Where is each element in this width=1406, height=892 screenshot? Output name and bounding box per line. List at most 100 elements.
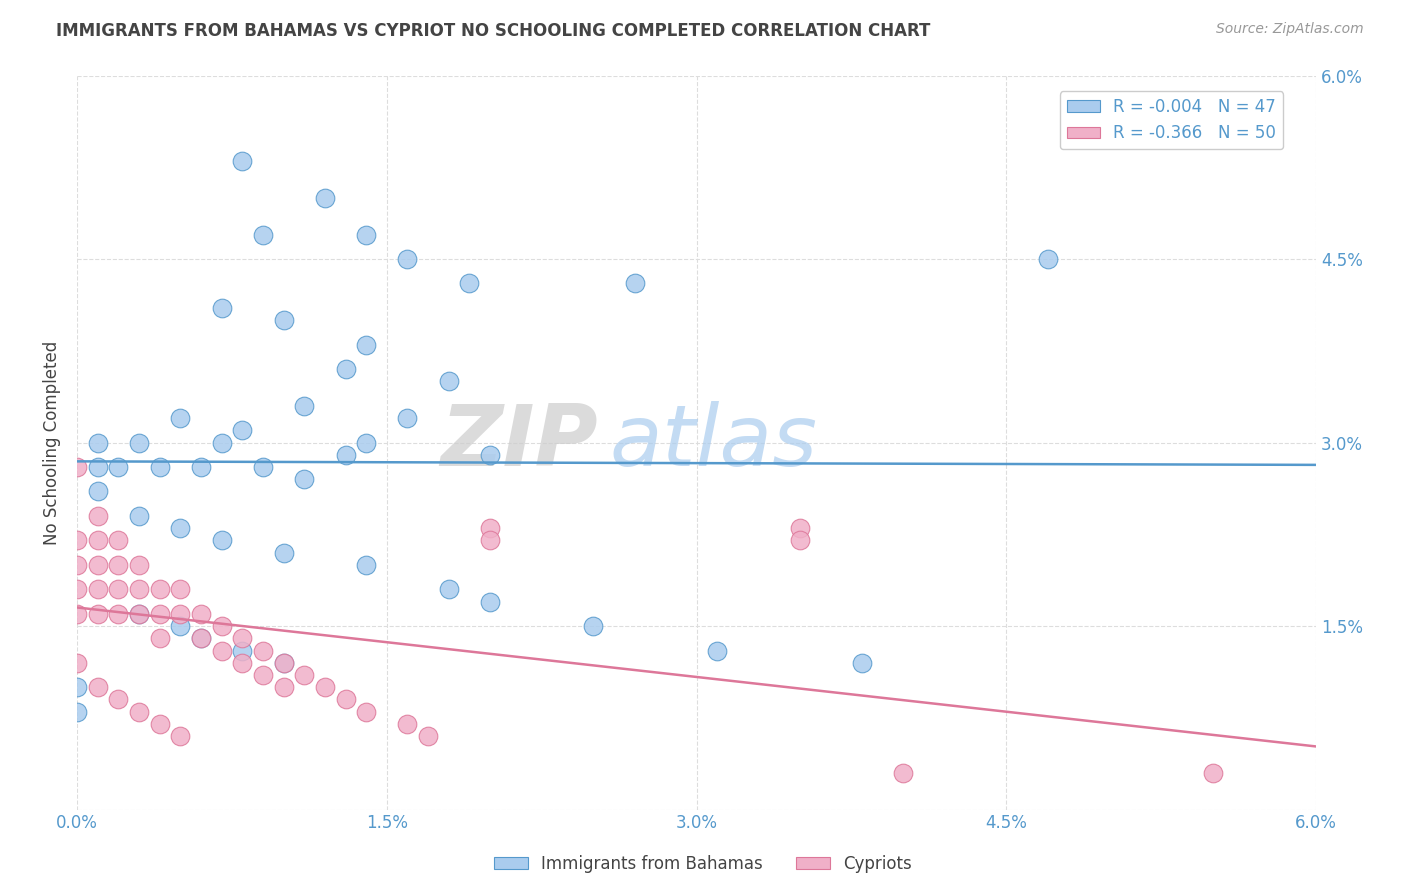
Point xyxy=(66,533,89,548)
Point xyxy=(479,448,502,462)
Point xyxy=(149,632,172,646)
Point xyxy=(396,717,419,731)
Point xyxy=(416,729,439,743)
Y-axis label: No Schooling Completed: No Schooling Completed xyxy=(44,341,60,545)
Point xyxy=(169,582,191,597)
Point xyxy=(66,705,89,719)
Point xyxy=(107,582,129,597)
Point xyxy=(479,521,502,535)
Point xyxy=(437,375,460,389)
Point xyxy=(190,460,212,475)
Text: IMMIGRANTS FROM BAHAMAS VS CYPRIOT NO SCHOOLING COMPLETED CORRELATION CHART: IMMIGRANTS FROM BAHAMAS VS CYPRIOT NO SC… xyxy=(56,22,931,40)
Point xyxy=(458,277,481,291)
Point xyxy=(128,508,150,523)
Point xyxy=(252,460,274,475)
Point xyxy=(87,582,110,597)
Text: ZIP: ZIP xyxy=(440,401,598,484)
Point xyxy=(87,508,110,523)
Point xyxy=(211,619,233,633)
Point xyxy=(169,521,191,535)
Point xyxy=(87,435,110,450)
Point xyxy=(292,668,315,682)
Point xyxy=(66,656,89,670)
Point xyxy=(128,607,150,621)
Point xyxy=(211,435,233,450)
Point xyxy=(107,558,129,572)
Point xyxy=(354,558,377,572)
Point xyxy=(87,607,110,621)
Point xyxy=(190,632,212,646)
Point xyxy=(582,619,605,633)
Point xyxy=(66,558,89,572)
Point xyxy=(335,362,357,376)
Point xyxy=(231,154,253,169)
Point xyxy=(396,252,419,266)
Point xyxy=(1036,252,1059,266)
Point xyxy=(231,656,253,670)
Point xyxy=(87,460,110,475)
Point xyxy=(66,460,89,475)
Point xyxy=(354,227,377,242)
Point xyxy=(354,337,377,351)
Point xyxy=(211,643,233,657)
Point xyxy=(437,582,460,597)
Point xyxy=(851,656,873,670)
Point xyxy=(292,399,315,413)
Point xyxy=(169,619,191,633)
Point xyxy=(87,484,110,499)
Point xyxy=(314,191,336,205)
Point xyxy=(169,607,191,621)
Point xyxy=(211,533,233,548)
Point xyxy=(169,411,191,425)
Point xyxy=(149,607,172,621)
Point xyxy=(149,582,172,597)
Point xyxy=(87,533,110,548)
Point xyxy=(66,607,89,621)
Point xyxy=(128,435,150,450)
Text: atlas: atlas xyxy=(610,401,818,484)
Point xyxy=(292,472,315,486)
Point xyxy=(231,632,253,646)
Point xyxy=(107,460,129,475)
Point xyxy=(354,705,377,719)
Point xyxy=(149,460,172,475)
Point xyxy=(354,435,377,450)
Point xyxy=(891,765,914,780)
Point xyxy=(190,607,212,621)
Point xyxy=(128,558,150,572)
Point xyxy=(1202,765,1225,780)
Point xyxy=(396,411,419,425)
Point xyxy=(231,643,253,657)
Point xyxy=(169,729,191,743)
Point xyxy=(789,521,811,535)
Point xyxy=(107,533,129,548)
Point xyxy=(273,313,295,327)
Point xyxy=(273,546,295,560)
Point xyxy=(273,656,295,670)
Point xyxy=(252,668,274,682)
Point xyxy=(314,680,336,694)
Text: Source: ZipAtlas.com: Source: ZipAtlas.com xyxy=(1216,22,1364,37)
Point xyxy=(211,301,233,315)
Legend: R = -0.004   N = 47, R = -0.366   N = 50: R = -0.004 N = 47, R = -0.366 N = 50 xyxy=(1060,91,1282,149)
Point xyxy=(66,680,89,694)
Point xyxy=(273,656,295,670)
Point xyxy=(706,643,728,657)
Point xyxy=(273,680,295,694)
Point xyxy=(128,705,150,719)
Point xyxy=(66,582,89,597)
Point xyxy=(190,632,212,646)
Point xyxy=(479,533,502,548)
Point xyxy=(87,558,110,572)
Point xyxy=(335,448,357,462)
Point xyxy=(252,643,274,657)
Point xyxy=(231,423,253,437)
Point xyxy=(128,582,150,597)
Point xyxy=(87,680,110,694)
Point xyxy=(107,607,129,621)
Point xyxy=(252,227,274,242)
Point xyxy=(479,594,502,608)
Point xyxy=(623,277,645,291)
Legend: Immigrants from Bahamas, Cypriots: Immigrants from Bahamas, Cypriots xyxy=(488,848,918,880)
Point xyxy=(335,692,357,706)
